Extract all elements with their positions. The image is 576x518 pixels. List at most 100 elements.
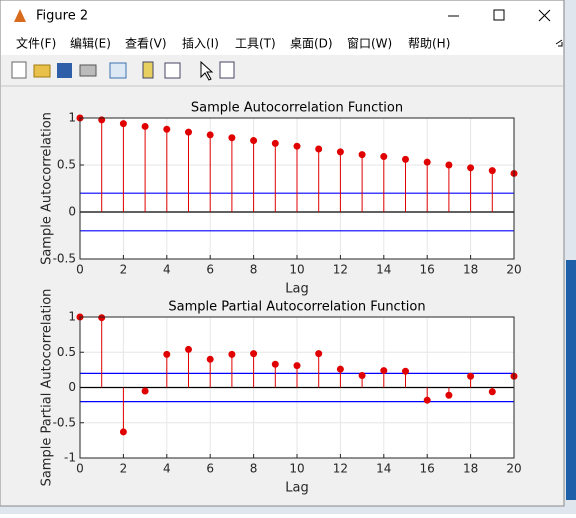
- new-button[interactable]: [11, 61, 27, 79]
- menu-item[interactable]: 工具(T): [235, 37, 276, 51]
- stem: [185, 345, 192, 388]
- stem-marker: [163, 350, 171, 358]
- stem-marker: [206, 355, 214, 363]
- stem: [228, 134, 236, 212]
- x-tick-label: 0: [76, 263, 84, 277]
- stem-marker: [488, 388, 496, 396]
- stem-marker: [185, 345, 192, 353]
- stem-marker: [293, 362, 301, 370]
- stem: [250, 137, 258, 212]
- colorbar-button[interactable]: [142, 61, 154, 79]
- stem-marker: [445, 391, 453, 399]
- stem-marker: [271, 139, 279, 147]
- x-tick-label: 8: [250, 462, 258, 476]
- stem-marker: [423, 396, 431, 404]
- stem: [228, 350, 236, 388]
- save-button[interactable]: [57, 63, 72, 78]
- x-tick-label: 12: [333, 263, 348, 277]
- property-button[interactable]: [219, 61, 235, 79]
- menu-item[interactable]: 桌面(D): [290, 37, 333, 51]
- x-tick-label: 18: [463, 462, 478, 476]
- y-axis-label: Sample Partial Autocorrelation: [40, 289, 55, 487]
- stem-marker: [250, 137, 258, 145]
- chart-title: Sample Autocorrelation Function: [191, 101, 403, 116]
- stem-marker: [163, 125, 171, 133]
- x-tick-label: 12: [333, 462, 348, 476]
- stem: [423, 158, 431, 212]
- stem: [358, 372, 366, 388]
- x-tick-label: 6: [206, 263, 214, 277]
- axes-box: [79, 117, 515, 260]
- y-tick-label: 0: [68, 380, 76, 394]
- stem: [467, 164, 475, 212]
- link-button[interactable]: [109, 62, 127, 79]
- x-tick-label: 10: [289, 462, 304, 476]
- stem-marker: [250, 350, 258, 358]
- stem-marker: [336, 365, 344, 373]
- x-tick-label: 4: [163, 462, 171, 476]
- menu-item[interactable]: 帮助(H): [408, 37, 450, 51]
- stem-marker: [358, 151, 366, 159]
- menu-item[interactable]: 编辑(E): [70, 36, 111, 51]
- stem: [488, 387, 496, 396]
- stem-marker: [488, 167, 496, 175]
- stem-marker: [380, 367, 388, 375]
- dock-arrow[interactable]: [555, 39, 563, 47]
- stem: [380, 367, 388, 388]
- x-axis-label: Lag: [285, 282, 308, 297]
- stem-marker: [206, 131, 214, 139]
- stem-marker: [98, 314, 106, 322]
- stem: [250, 350, 258, 388]
- stem: [358, 151, 366, 212]
- x-tick-label: 14: [376, 263, 391, 277]
- y-tick-label: 0.5: [57, 345, 76, 359]
- stem-marker: [423, 158, 431, 166]
- menu-item[interactable]: 查看(V): [125, 37, 167, 51]
- desktop-window-edge: [566, 260, 576, 500]
- x-tick-label: 0: [76, 462, 84, 476]
- stem-marker: [467, 164, 475, 172]
- toolbar: [1, 60, 563, 87]
- menu-item[interactable]: 文件(F): [16, 36, 56, 51]
- y-tick-label: 1: [68, 310, 76, 324]
- maximize-button[interactable]: [493, 9, 505, 21]
- stem-marker: [315, 145, 323, 153]
- stem: [445, 161, 453, 212]
- stem: [315, 350, 323, 388]
- y-tick-label: -0.5: [53, 415, 76, 429]
- stem-marker: [293, 142, 301, 150]
- stem-marker: [315, 350, 323, 358]
- stem-marker: [402, 367, 409, 375]
- stem-marker: [336, 148, 344, 156]
- edit-button[interactable]: [200, 60, 214, 81]
- stem: [119, 387, 127, 436]
- stem: [380, 153, 388, 212]
- stem: [423, 387, 431, 404]
- stem: [336, 148, 344, 212]
- x-axis-label: Lag: [285, 481, 308, 496]
- menu-bar: [1, 31, 563, 55]
- stem-marker: [402, 155, 409, 163]
- menu-item[interactable]: 窗口(W): [347, 37, 392, 51]
- y-tick-label: 0: [68, 205, 76, 219]
- menu-item[interactable]: 插入(I): [182, 37, 219, 51]
- stem: [293, 142, 301, 212]
- x-tick-label: 18: [463, 263, 478, 277]
- legend-button[interactable]: [164, 62, 181, 79]
- stem: [98, 314, 106, 388]
- x-tick-label: 16: [420, 263, 435, 277]
- stem: [271, 360, 279, 388]
- open-button[interactable]: [33, 64, 51, 78]
- stem: [206, 131, 214, 212]
- x-tick-label: 16: [420, 462, 435, 476]
- app-icon: [14, 9, 26, 22]
- stem-marker: [445, 161, 453, 169]
- print-button[interactable]: [79, 64, 97, 77]
- stem-marker: [185, 128, 192, 136]
- x-tick-label: 10: [289, 263, 304, 277]
- close-button[interactable]: [538, 9, 551, 22]
